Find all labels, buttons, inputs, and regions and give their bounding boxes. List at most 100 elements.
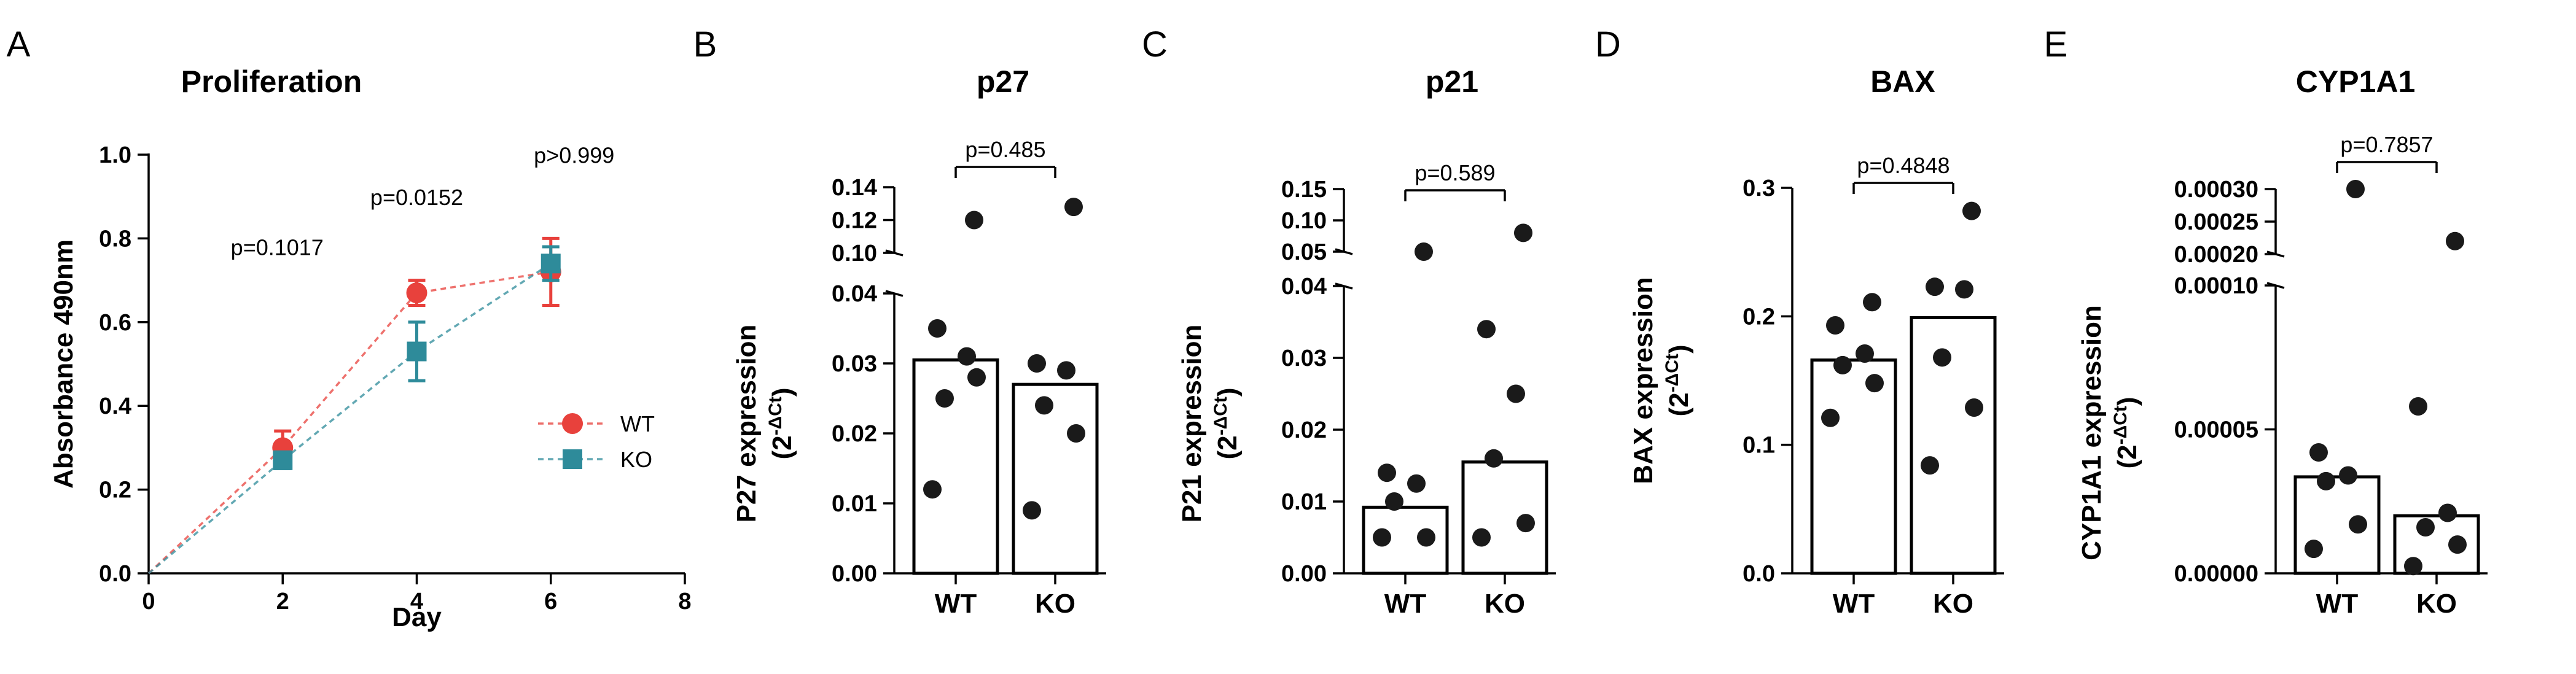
data-point-wt-c <box>1385 492 1403 511</box>
p-value-b: p=0.485 <box>965 137 1045 162</box>
data-point-ko <box>273 450 293 470</box>
y-tick-label-b: 0.04 <box>832 281 877 307</box>
y-tick-label-c: 0.02 <box>1281 417 1327 443</box>
data-point-ko-d <box>1921 456 1939 475</box>
y-axis-title-a: Absorbance 490nm <box>49 239 79 489</box>
legend-marker-wt <box>562 413 583 434</box>
category-label-wt-c: WT <box>1384 589 1427 619</box>
category-label-wt-d: WT <box>1833 589 1875 619</box>
y-tick-label-e: 0.00005 <box>2174 417 2258 443</box>
y-axis-unit-e: (2-ΔCt) <box>2110 397 2142 469</box>
y-axis-title-b: P27 expression <box>732 325 762 523</box>
category-label-ko-b: KO <box>1035 589 1075 619</box>
data-point-wt-d <box>1833 355 1852 374</box>
y-tick-label-d: 0.2 <box>1743 304 1775 330</box>
bar-ko-b <box>1012 382 1099 575</box>
y-tick-label-b: 0.12 <box>832 208 877 234</box>
x-tick-label-a: 0 <box>142 589 155 614</box>
y-axis-unit-d: (2-ΔCt) <box>1662 345 1694 417</box>
y-axis-title-e: CYP1A1 expression <box>2077 305 2107 560</box>
y-tick-label-a: 0.2 <box>99 478 131 503</box>
data-point-ko-d <box>1933 348 1951 367</box>
data-point-wt-d <box>1821 408 1840 427</box>
bar-wt-b <box>912 358 999 575</box>
panel-letter-d: D <box>1595 25 1621 64</box>
data-point-ko-e <box>2409 397 2427 416</box>
x-tick-label-a: 2 <box>276 589 289 614</box>
panel-d: D BAX 0.0 0.1 0.2 0.3 WT KO p=0.4848 BAX expressi… <box>1595 25 2004 619</box>
panel-letter-a: A <box>7 25 31 64</box>
data-point-ko <box>407 341 427 362</box>
y-tick-label-a: 1.0 <box>99 142 131 168</box>
x-tick-label-a: 8 <box>678 589 691 614</box>
data-point-ko-c <box>1516 514 1535 533</box>
category-label-ko-d: KO <box>1933 589 1973 619</box>
y-tick-label-b: 0.10 <box>832 241 877 266</box>
data-point-ko-e <box>2448 535 2467 554</box>
y-tick-label-b: 0.00 <box>832 561 877 587</box>
series-line-wt <box>147 271 552 575</box>
y-axis-title-c: P21 expression <box>1177 325 1207 523</box>
p-value-c: p=0.589 <box>1415 160 1495 185</box>
y-axis-unit-b: (2-ΔCt) <box>765 388 797 460</box>
y-tick-label-c: 0.10 <box>1281 208 1327 234</box>
data-point-wt-c <box>1378 463 1396 482</box>
legend-label-ko: KO <box>620 447 652 472</box>
data-point-ko-d <box>1965 398 1983 417</box>
data-point-ko-b <box>1028 354 1046 373</box>
data-point-wt-b <box>965 211 983 230</box>
data-point-ko <box>541 254 561 274</box>
chart-title-b: p27 <box>977 64 1029 99</box>
y-tick-label-b: 0.14 <box>832 175 877 201</box>
panel-letter-e: E <box>2044 25 2068 64</box>
y-axis-title-d: BAX expression <box>1628 277 1658 484</box>
y-tick-label-a: 0.6 <box>99 310 131 336</box>
y-tick-label-c: 0.04 <box>1281 274 1327 300</box>
y-tick-label-a: 0.4 <box>99 393 131 419</box>
chart-title-c: p21 <box>1426 64 1478 99</box>
data-point-wt-e <box>2305 540 2323 559</box>
y-tick-label-a: 0.0 <box>99 561 131 587</box>
chart-title-a: Proliferation <box>181 64 362 99</box>
y-tick-label-b: 0.02 <box>832 421 877 447</box>
x-tick-label-a: 4 <box>410 589 423 614</box>
x-axis-title-a: Day <box>392 602 442 632</box>
y-tick-label-c: 0.00 <box>1281 561 1327 587</box>
p-value-a: p=0.0152 <box>370 185 463 210</box>
data-point-wt-e <box>2317 471 2335 490</box>
category-label-ko-c: KO <box>1485 589 1525 619</box>
data-point-wt-d <box>1863 293 1881 312</box>
panel-e: E CYP1A1 0.00000 0.00005 0.00010 0.00020 0.000… <box>2044 25 2488 619</box>
data-point-ko-b <box>1023 501 1041 520</box>
data-point-ko-c <box>1472 528 1491 547</box>
data-point-wt-b <box>967 368 986 387</box>
y-tick-label-c: 0.15 <box>1281 177 1327 203</box>
y-tick-label-e: 0.00030 <box>2174 177 2258 203</box>
panel-letter-c: C <box>1142 25 1168 64</box>
y-tick-label-b: 0.03 <box>832 351 877 377</box>
p-value-e: p=0.7857 <box>2340 132 2433 157</box>
category-label-wt-b: WT <box>935 589 977 619</box>
category-label-wt-e: WT <box>2316 589 2359 619</box>
data-point-wt-d <box>1856 344 1874 363</box>
y-tick-label-d: 0.0 <box>1743 561 1775 587</box>
y-tick-label-e: 0.00000 <box>2174 561 2258 587</box>
data-point-ko-c <box>1507 384 1525 403</box>
data-point-wt-d <box>1826 316 1844 335</box>
y-tick-label-a: 0.8 <box>99 226 131 252</box>
x-tick-label-a: 6 <box>544 589 557 614</box>
data-point-ko-d <box>1962 201 1981 220</box>
data-point-ko-e <box>2404 557 2422 576</box>
data-point-ko-d <box>1955 280 1973 299</box>
y-tick-label-c: 0.05 <box>1281 239 1327 265</box>
chart-title-d: BAX <box>1870 64 1935 99</box>
data-point-ko-e <box>2446 231 2464 250</box>
data-point-ko-c <box>1514 223 1532 242</box>
p-value-d: p=0.4848 <box>1857 153 1950 178</box>
p-value-a: p>0.999 <box>534 143 614 168</box>
y-tick-label-e: 0.00025 <box>2174 209 2258 235</box>
data-point-wt-c <box>1415 242 1433 261</box>
data-point-wt-b <box>958 347 976 366</box>
data-point-ko-e <box>2438 503 2457 522</box>
